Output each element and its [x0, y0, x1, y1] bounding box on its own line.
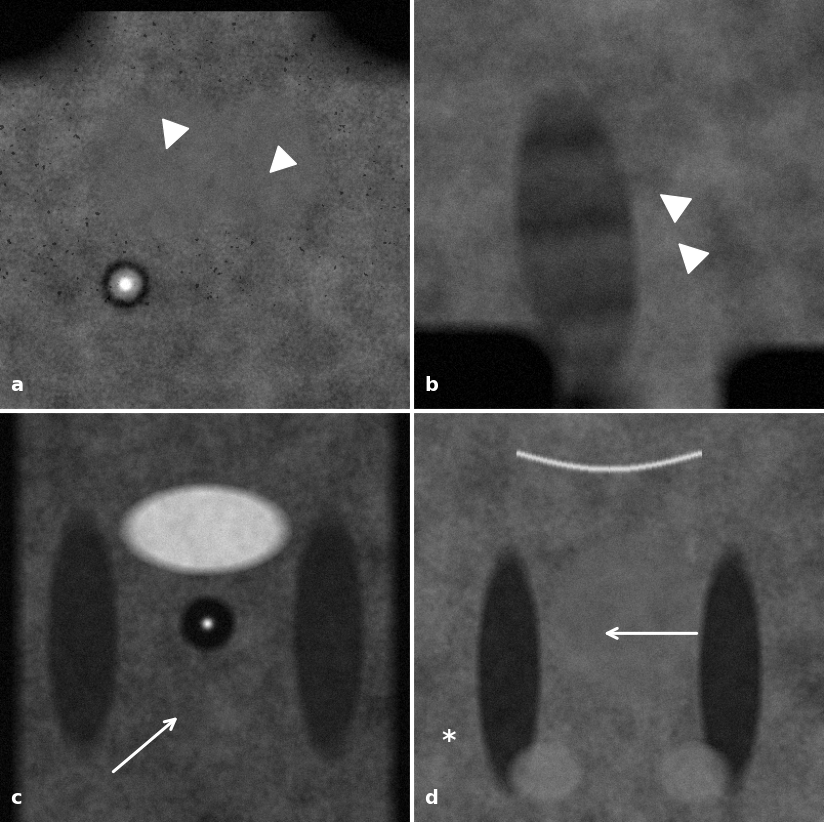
- Text: b: b: [424, 376, 438, 395]
- Text: a: a: [10, 376, 23, 395]
- Polygon shape: [270, 146, 297, 173]
- Text: c: c: [10, 788, 22, 808]
- Text: *: *: [442, 728, 456, 756]
- Polygon shape: [162, 119, 189, 149]
- Text: d: d: [424, 788, 438, 808]
- Polygon shape: [679, 244, 709, 274]
- Polygon shape: [661, 195, 691, 223]
